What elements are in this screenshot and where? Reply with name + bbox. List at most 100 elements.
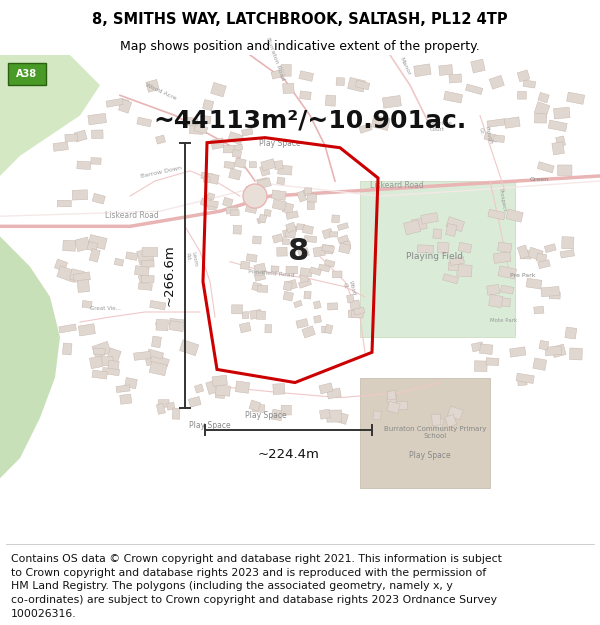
Bar	[319, 264, 330, 272]
Bar	[337, 222, 349, 231]
Bar	[329, 232, 338, 237]
Bar	[88, 113, 106, 125]
Bar	[445, 414, 457, 428]
Bar	[145, 355, 163, 366]
Bar	[397, 401, 408, 410]
Bar	[119, 99, 129, 108]
Text: Prospect: Prospect	[498, 188, 507, 213]
Text: Barrow Down: Barrow Down	[140, 166, 182, 179]
Text: Contains OS data © Crown copyright and database right 2021. This information is : Contains OS data © Crown copyright and d…	[11, 554, 502, 619]
Bar	[188, 396, 201, 408]
Polygon shape	[0, 55, 100, 176]
Bar	[125, 378, 137, 389]
Bar	[313, 301, 321, 309]
Bar	[274, 161, 283, 169]
Bar	[338, 235, 349, 244]
Bar	[319, 409, 331, 419]
Bar	[431, 414, 441, 426]
Bar	[336, 78, 344, 86]
Bar	[257, 177, 268, 186]
Bar	[92, 370, 107, 379]
Bar	[536, 254, 547, 262]
Bar	[486, 357, 499, 366]
Bar	[332, 271, 342, 278]
Bar	[554, 107, 570, 119]
Bar	[277, 177, 285, 184]
Bar	[232, 305, 242, 314]
Bar	[548, 120, 567, 131]
Bar	[526, 278, 542, 289]
Bar	[286, 266, 298, 274]
Bar	[446, 224, 457, 236]
Bar	[489, 75, 505, 89]
Bar	[293, 301, 302, 308]
Bar	[487, 119, 505, 127]
Bar	[302, 326, 316, 338]
Bar	[307, 194, 317, 202]
Bar	[156, 319, 169, 331]
Bar	[257, 177, 271, 189]
Bar	[313, 246, 325, 257]
Bar	[371, 115, 390, 131]
Bar	[141, 260, 154, 268]
Text: Plough
Gr.: Plough Gr.	[478, 126, 493, 147]
Bar	[141, 275, 154, 283]
Bar	[296, 224, 305, 230]
Bar	[70, 269, 85, 282]
Bar	[327, 388, 341, 399]
Bar	[257, 285, 268, 292]
Bar	[283, 281, 292, 291]
Bar	[352, 311, 363, 318]
Bar	[146, 79, 159, 92]
Text: Leom
Rd.: Leom Rd.	[185, 251, 198, 268]
Bar	[93, 348, 105, 355]
Circle shape	[243, 184, 267, 208]
Bar	[74, 130, 87, 142]
Bar	[204, 194, 212, 201]
Bar	[149, 301, 166, 310]
Bar	[78, 324, 95, 336]
Bar	[142, 248, 158, 257]
Text: Liskeard Road: Liskeard Road	[105, 211, 159, 220]
Bar	[77, 161, 91, 169]
Text: Green: Green	[530, 177, 549, 182]
Bar	[119, 99, 131, 113]
Bar	[549, 292, 560, 299]
Bar	[479, 344, 493, 354]
Bar	[155, 321, 167, 329]
Text: Manor: Manor	[398, 56, 411, 76]
Bar	[283, 291, 293, 301]
Bar	[343, 241, 351, 250]
Bar	[516, 373, 534, 384]
Bar	[107, 348, 121, 362]
Bar	[125, 252, 138, 261]
Bar	[281, 64, 291, 76]
Bar	[498, 266, 517, 279]
Bar	[260, 165, 270, 176]
Bar	[53, 142, 68, 151]
Bar	[302, 225, 313, 234]
Bar	[325, 324, 333, 334]
Bar	[172, 408, 180, 419]
Bar	[433, 229, 442, 239]
Bar	[59, 324, 76, 333]
Bar	[277, 248, 287, 256]
Bar	[272, 199, 286, 211]
Bar	[91, 130, 103, 139]
Bar	[241, 261, 250, 269]
Bar	[414, 64, 431, 77]
Bar	[87, 241, 98, 251]
Bar	[387, 391, 396, 400]
Bar	[569, 348, 582, 360]
Bar	[106, 98, 123, 107]
Bar	[62, 240, 76, 251]
Text: Pre Park: Pre Park	[510, 272, 536, 278]
Bar	[283, 202, 294, 214]
Bar	[55, 259, 68, 271]
Bar	[200, 198, 212, 208]
Bar	[190, 125, 203, 134]
Bar	[271, 190, 286, 201]
Bar	[194, 124, 208, 134]
Bar	[538, 260, 550, 269]
Bar	[300, 268, 312, 277]
